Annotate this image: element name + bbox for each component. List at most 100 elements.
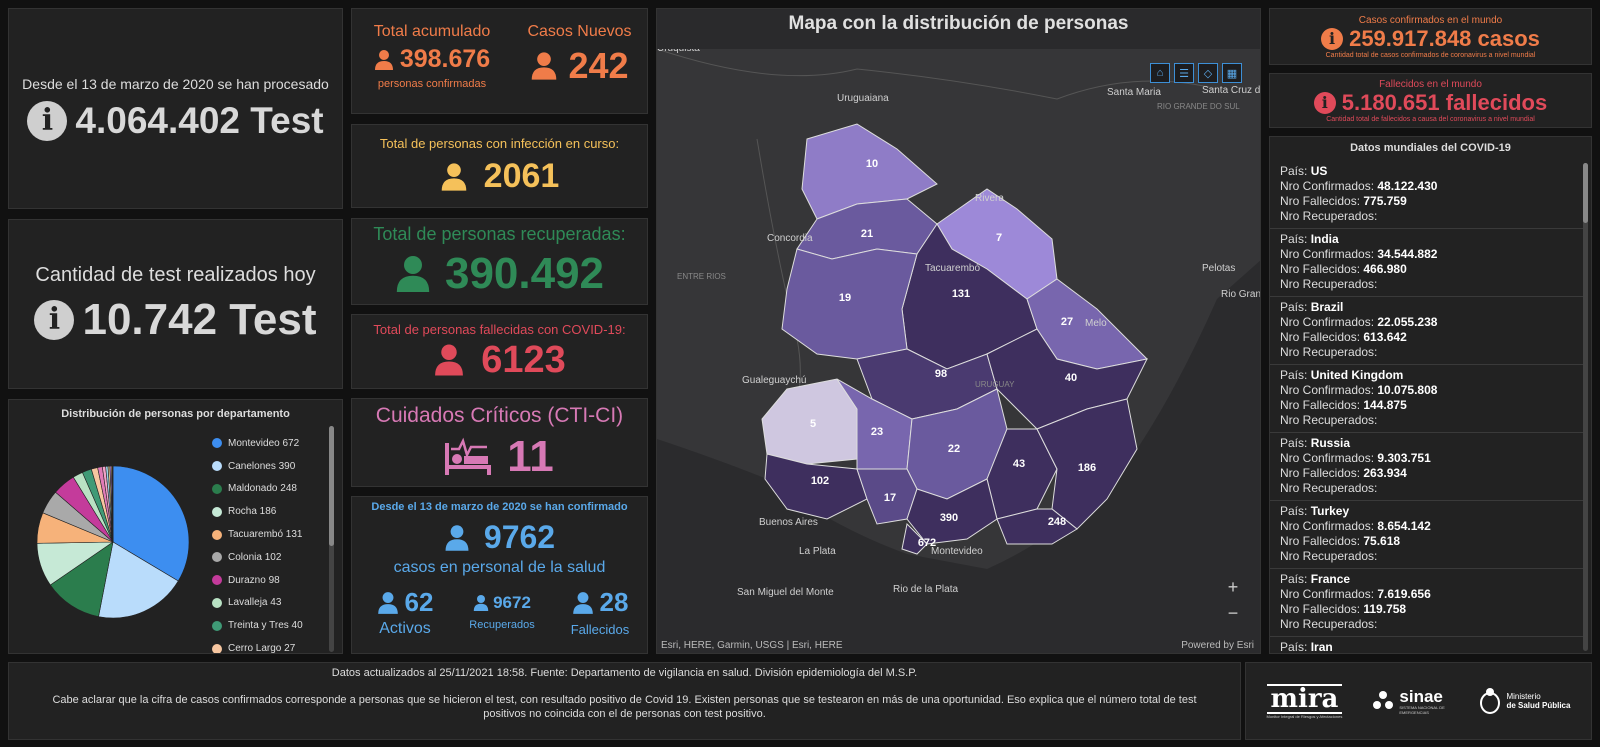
country-item[interactable]: País: IranNro Confirmados: 6.097.672Nro …: [1270, 637, 1584, 653]
nuevos-title: Casos Nuevos: [527, 23, 632, 40]
map-panel[interactable]: Mapa con la distribución de personas: [656, 8, 1261, 654]
department-count-label[interactable]: 7: [996, 232, 1002, 244]
legend-icon[interactable]: ☰: [1174, 63, 1194, 83]
department-count-label[interactable]: 390: [940, 512, 958, 524]
pie-slice[interactable]: [98, 541, 179, 619]
pie-legend-item[interactable]: Canelones 390: [212, 455, 322, 478]
department-count-label[interactable]: 27: [1061, 316, 1073, 328]
home-icon[interactable]: ⌂: [1150, 63, 1170, 83]
pie-slice[interactable]: [112, 465, 190, 582]
country-item[interactable]: País: Russia Nro Confirmados: 9.303.751 Nr…: [1270, 433, 1584, 501]
mundo-fall-title: Fallecidos en el mundo: [1379, 78, 1482, 90]
department-count-label[interactable]: 5: [810, 418, 816, 430]
legend-label: Canelones 390: [228, 460, 296, 472]
department-count-label[interactable]: 19: [839, 292, 851, 304]
person-icon: [532, 52, 557, 80]
country-fall: 775.759: [1363, 194, 1407, 208]
mundo-fall-value: 5.180.651 fallecidos: [1341, 89, 1548, 115]
department-count-label[interactable]: 98: [935, 368, 947, 380]
country-item[interactable]: País: India Nro Confirmados: 34.544.882 Nr…: [1270, 229, 1584, 297]
country-item[interactable]: País: United Kingdom Nro Confirmados: 10.…: [1270, 365, 1584, 433]
basemap-gallery-icon[interactable]: ▦: [1222, 63, 1242, 83]
department-count-label[interactable]: 43: [1013, 458, 1025, 470]
pie-legend-item[interactable]: Rocha 186: [212, 500, 322, 523]
country-field-label: Nro Recuperados:: [1280, 209, 1378, 223]
department-pie-panel: Distribución de personas por departament…: [8, 399, 343, 654]
pie-legend-item[interactable]: Colonia 102: [212, 546, 322, 569]
country-field-label: Nro Recuperados:: [1280, 413, 1378, 427]
department-count-label[interactable]: 131: [952, 288, 970, 300]
recuperadas-panel: Total de personas recuperadas: 390.492: [351, 218, 648, 305]
salud-sub: casos en personal de la salud: [393, 559, 606, 576]
department-count-label[interactable]: 102: [811, 475, 829, 487]
department-count-label[interactable]: 21: [861, 228, 873, 240]
legend-label: Rocha 186: [228, 506, 277, 518]
country-item[interactable]: País: Turkey Nro Confirmados: 8.654.142 Nr…: [1270, 501, 1584, 569]
department-count-label[interactable]: 10: [866, 158, 878, 170]
pie-slice[interactable]: [49, 541, 114, 617]
datos-mundiales-panel: Datos mundiales del COVID-19 País: US Nro…: [1269, 136, 1592, 654]
acumulado-panel: Total acumulado 398.676 personas confirm…: [351, 8, 648, 114]
pie-legend-item[interactable]: Cerro Largo 27: [212, 637, 322, 654]
country-fall: 466.980: [1363, 262, 1407, 276]
map-place-label: Pelotas: [1202, 263, 1235, 274]
department-count-label[interactable]: 248: [1048, 516, 1066, 528]
pie-legend-item[interactable]: Maldonado 248: [212, 478, 322, 501]
country-fall: 613.642: [1363, 330, 1407, 344]
legend-label: Cerro Largo 27: [228, 643, 296, 654]
pie-legend-item[interactable]: Durazno 98: [212, 569, 322, 592]
country-field-label: País:: [1280, 368, 1311, 382]
department-count-label[interactable]: 17: [884, 492, 896, 504]
recuperados-label: Recuperados: [469, 619, 535, 631]
mundo-conf-title: Casos confirmados en el mundo: [1358, 14, 1503, 26]
pie-legend-item[interactable]: Lavalleja 43: [212, 592, 322, 615]
datos-title: Datos mundiales del COVID-19: [1350, 142, 1511, 154]
country-field-label: Nro Recuperados:: [1280, 549, 1378, 563]
layers-icon[interactable]: ◇: [1198, 63, 1218, 83]
country-conf: 10.075.808: [1377, 383, 1438, 397]
zoom-out-button[interactable]: −: [1227, 603, 1239, 623]
department-count-label[interactable]: 22: [948, 443, 960, 455]
mundo-confirmados-panel: Casos confirmados en el mundo i 259.917.…: [1269, 8, 1592, 65]
department-count-label[interactable]: 672: [918, 537, 936, 549]
country-field-label: Nro Fallecidos:: [1280, 534, 1364, 548]
uruguay-coat-of-arms-icon: [1480, 688, 1501, 714]
map-place-label: Concordia: [767, 233, 813, 244]
pie-slice[interactable]: [111, 465, 114, 543]
country-list-scrollbar[interactable]: [1583, 163, 1588, 651]
country-name: Turkey: [1310, 504, 1350, 518]
department-count-label[interactable]: 23: [871, 426, 883, 438]
pie-legend-scrollbar[interactable]: [329, 426, 334, 652]
country-item[interactable]: País: Brazil Nro Confirmados: 22.055.238 N…: [1270, 297, 1584, 365]
info-icon: i: [34, 299, 75, 340]
department-count-label[interactable]: 186: [1078, 462, 1096, 474]
country-field-label: Nro Fallecidos:: [1280, 466, 1364, 480]
map-place-label: Gualeguaychú: [742, 375, 807, 386]
map-place-label: Montevideo: [931, 546, 983, 557]
pie-legend-item[interactable]: Tacuarembó 131: [212, 523, 322, 546]
legend-label: Treinta y Tres 40: [228, 620, 303, 632]
en-curso-value: 2061: [483, 157, 560, 195]
pie-legend-item[interactable]: Montevideo 672: [212, 432, 322, 455]
legend-swatch: [212, 483, 222, 494]
pie-legend-item[interactable]: Treinta y Tres 40: [212, 614, 322, 637]
country-field-label: Nro Fallecidos:: [1280, 398, 1364, 412]
recuperadas-value: 390.492: [444, 249, 605, 298]
country-conf: 9.303.751: [1377, 451, 1431, 465]
fallecidas-title: Total de personas fallecidas con COVID-1…: [373, 321, 626, 337]
person-icon: [445, 524, 469, 551]
country-item[interactable]: País: France Nro Confirmados: 7.619.656 Nr…: [1270, 569, 1584, 637]
country-item[interactable]: País: US Nro Confirmados: 48.122.430 Nro F…: [1270, 161, 1584, 229]
zoom-in-button[interactable]: +: [1227, 577, 1239, 597]
logos-panel: mira Monitor Integral de Riesgos y Afect…: [1245, 662, 1592, 740]
country-field-label: Nro Fallecidos:: [1280, 602, 1364, 616]
country-field-label: País:: [1280, 504, 1311, 518]
fallecidos-value: 28: [599, 587, 629, 617]
department-count-label[interactable]: 40: [1065, 372, 1077, 384]
map-title: Mapa con la distribución de personas: [657, 9, 1260, 49]
cti-value: 11: [507, 431, 554, 481]
pie-chart[interactable]: [33, 462, 193, 622]
country-list[interactable]: País: US Nro Confirmados: 48.122.430 Nro F…: [1270, 161, 1584, 653]
footer-update-line: Datos actualizados al 25/11/2021 18:58. …: [331, 667, 918, 679]
